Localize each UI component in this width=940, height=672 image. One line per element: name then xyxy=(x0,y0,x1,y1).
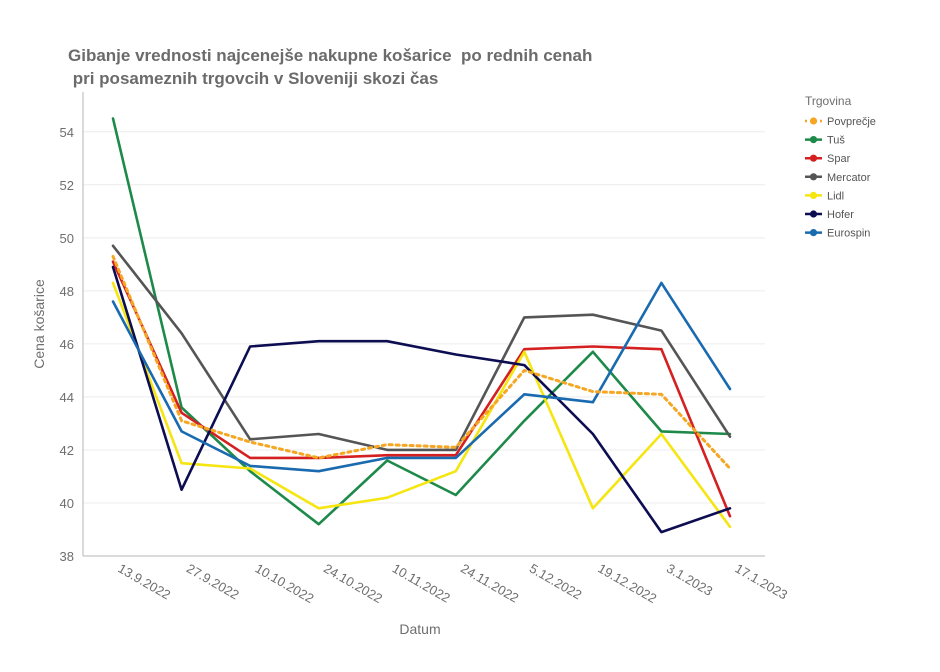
legend-item-label: Spar xyxy=(827,153,851,165)
legend-swatch-dot xyxy=(809,210,818,218)
x-tick-label: 19.12.2022 xyxy=(595,561,659,607)
series-line-3 xyxy=(111,244,732,452)
legend-swatch-dot xyxy=(809,154,818,162)
chart-title-line-2: pri posameznih trgovcih v Sloveniji skoz… xyxy=(68,69,439,88)
chart-title-line-1: Gibanje vrednosti najcenejše nakupne koš… xyxy=(68,46,593,65)
y-axis-label: Cena košarice xyxy=(31,279,47,369)
x-tick-label: 3.1.2023 xyxy=(664,561,715,599)
legend-item-label: Mercator xyxy=(827,172,871,184)
legend-swatch-dot xyxy=(809,173,818,181)
y-tick-label: 50 xyxy=(60,231,74,246)
y-tick-label: 40 xyxy=(60,496,74,511)
x-tick-label: 24.10.2022 xyxy=(321,561,385,607)
x-tick-label: 17.1.2023 xyxy=(733,561,791,603)
legend-item-label: Eurospin xyxy=(827,228,870,240)
x-tick-label: 10.10.2022 xyxy=(253,561,317,607)
legend-swatch-dot xyxy=(809,136,818,144)
legend-item-label: Tuš xyxy=(827,135,845,147)
x-axis-label: Datum xyxy=(399,621,440,637)
y-tick-label: 42 xyxy=(60,443,74,458)
legend-title: Trgovina xyxy=(805,94,852,108)
y-tick-label: 52 xyxy=(60,178,74,193)
legend-item-label: Lidl xyxy=(827,190,844,202)
x-tick-label: 27.9.2022 xyxy=(184,561,242,603)
x-tick-label: 5.12.2022 xyxy=(527,561,585,603)
series-line-1 xyxy=(111,117,732,526)
series-line-5 xyxy=(111,265,732,534)
y-tick-label: 54 xyxy=(60,125,74,140)
y-tick-label: 38 xyxy=(60,549,74,564)
legend-swatch-dot xyxy=(809,117,818,125)
y-tick-label: 48 xyxy=(60,284,74,299)
x-tick-label: 13.9.2022 xyxy=(116,561,174,603)
series-line-0 xyxy=(111,254,732,470)
legend-swatch-dot xyxy=(809,191,818,199)
x-tick-label: 24.11.2022 xyxy=(458,561,521,606)
y-tick-label: 46 xyxy=(60,337,74,352)
series-line-4 xyxy=(111,281,732,529)
series-line-2 xyxy=(111,260,732,518)
legend-item-label: Hofer xyxy=(827,209,854,221)
legend-swatch-dot xyxy=(809,229,818,237)
x-tick-label: 10.11.2022 xyxy=(390,561,453,606)
y-tick-label: 44 xyxy=(60,390,74,405)
legend-item-label: Povprečje xyxy=(827,116,876,128)
series-line-6 xyxy=(111,281,732,473)
